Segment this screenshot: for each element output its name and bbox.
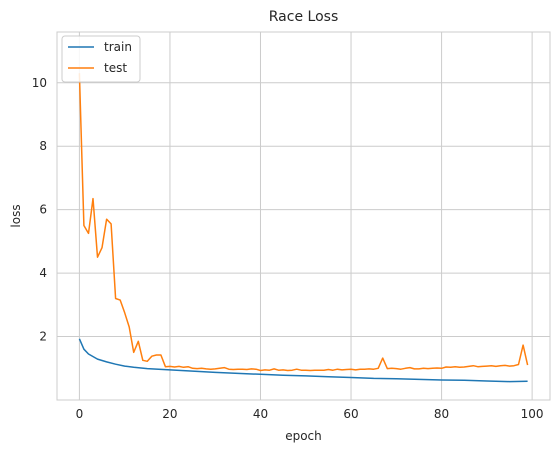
- x-tick-label: 100: [521, 407, 544, 421]
- series-line-train: [78, 338, 528, 383]
- x-axis-ticks: 0 20 40 60 80 100: [76, 407, 544, 421]
- series-lines: [78, 73, 529, 383]
- y-tick-label: 10: [32, 76, 47, 90]
- x-tick-label: 60: [343, 407, 358, 421]
- y-tick-label: 4: [39, 266, 47, 280]
- x-tick-label: 40: [253, 407, 268, 421]
- legend: train test: [61, 35, 141, 83]
- legend-label-train: train: [104, 40, 132, 54]
- x-tick-label: 80: [434, 407, 449, 421]
- y-axis-label: loss: [9, 204, 23, 227]
- legend-label-test: test: [104, 61, 127, 75]
- y-tick-label: 2: [39, 330, 47, 344]
- x-tick-label: 0: [76, 407, 84, 421]
- grid: [57, 32, 550, 400]
- series-line-test: [78, 73, 529, 372]
- plot-area: [56, 31, 551, 401]
- y-axis-ticks: 2 4 6 8 10: [32, 76, 47, 344]
- x-tick-label: 20: [162, 407, 177, 421]
- y-tick-label: 6: [39, 203, 47, 217]
- plot-frame: [56, 31, 551, 401]
- y-tick-label: 8: [39, 139, 47, 153]
- chart-title: Race Loss: [269, 9, 338, 25]
- x-axis-label: epoch: [285, 429, 322, 443]
